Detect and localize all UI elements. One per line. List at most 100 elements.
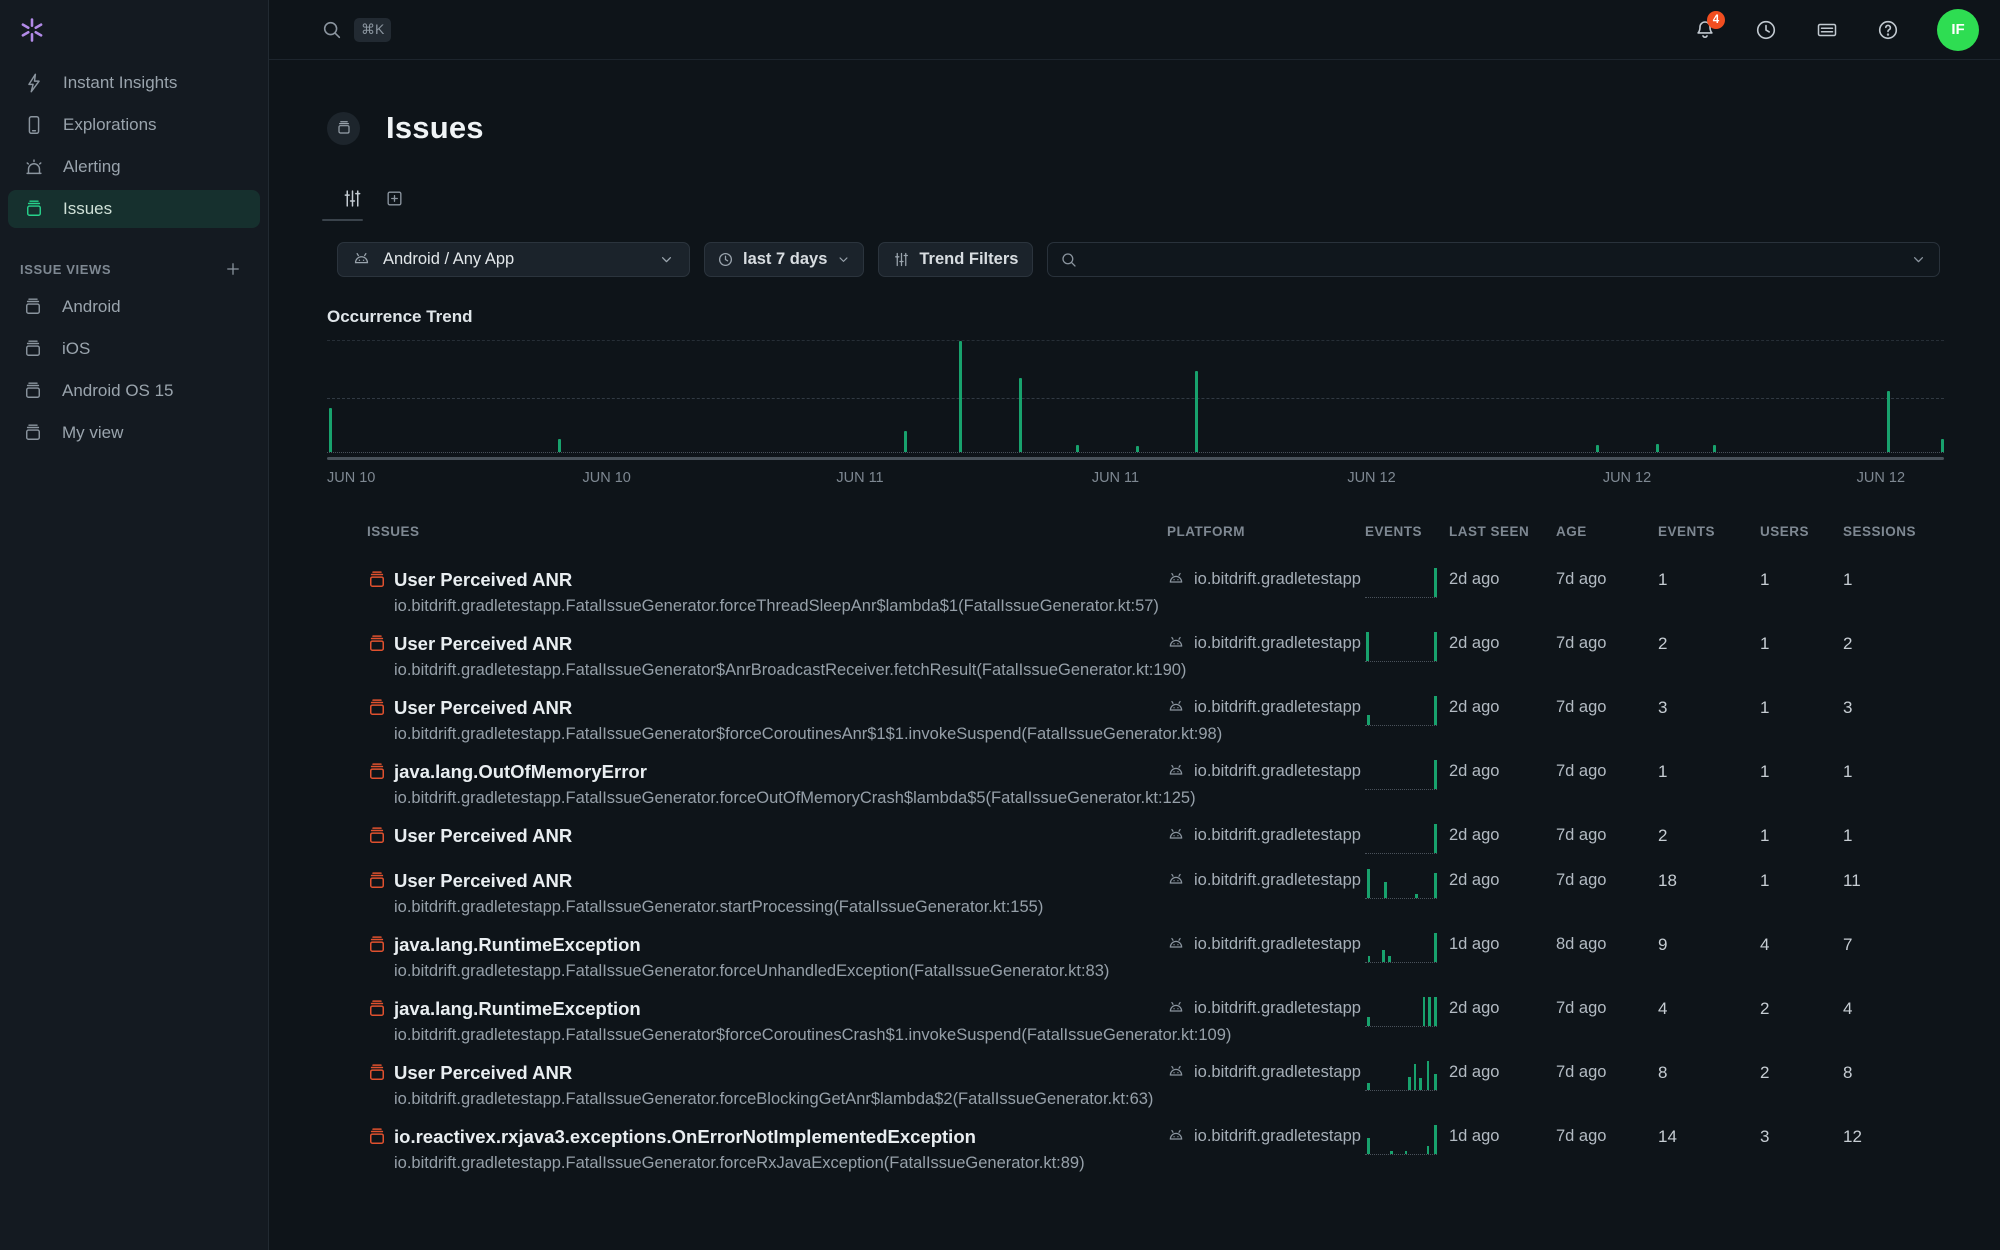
main-content: Issues Android / Any App (269, 60, 2000, 1250)
active-tab-indicator (322, 219, 363, 221)
logo-icon[interactable] (0, 0, 268, 44)
issue-view-my-view[interactable]: My view (8, 414, 260, 452)
android-icon (1167, 1063, 1185, 1081)
table-row[interactable]: User Perceived ANR io.bitdrift.gradletes… (361, 823, 1944, 854)
sidebar-item-label: Instant Insights (63, 73, 178, 92)
column-header: ISSUES (367, 524, 420, 539)
users-count: 1 (1760, 570, 1770, 589)
issue-view-android[interactable]: Android (8, 288, 260, 326)
topbar: ⌘K 4 IF (269, 0, 2000, 60)
table-row[interactable]: User Perceived ANR io.bitdrift.gradletes… (361, 631, 1944, 681)
x-tick-label: JUN 12 (1347, 470, 1396, 486)
sparkline-bar (1434, 933, 1437, 962)
sparkline-bar (1404, 1151, 1408, 1154)
last-seen-value: 1d ago (1449, 1127, 1500, 1145)
issue-view-android-os-15[interactable]: Android OS 15 (8, 372, 260, 410)
chart-bar (1195, 370, 1199, 452)
issue-subtitle: io.bitdrift.gradletestapp.FatalIssueGene… (394, 661, 1187, 679)
last-seen-value: 2d ago (1449, 570, 1500, 588)
android-icon (1167, 826, 1185, 844)
issue-text: User Perceived ANR io.bitdrift.gradletes… (394, 632, 1186, 681)
issue-title: User Perceived ANR (394, 825, 573, 846)
age-value: 7d ago (1556, 1063, 1607, 1081)
table-row[interactable]: java.lang.RuntimeException io.bitdrift.g… (361, 996, 1944, 1046)
platform-app-id: io.bitdrift.gradletestapp (1194, 570, 1361, 588)
android-icon (352, 250, 371, 269)
events-sparkline-cell (1365, 868, 1449, 918)
issue-cell: java.lang.RuntimeException io.bitdrift.g… (361, 996, 1231, 1046)
issue-box-icon (367, 698, 387, 718)
age-value: 7d ago (1556, 570, 1607, 588)
chart-title: Occurrence Trend (327, 307, 473, 326)
age-value: 7d ago (1556, 634, 1607, 652)
issue-view-ios[interactable]: iOS (8, 330, 260, 368)
trend-filters-button[interactable]: Trend Filters (878, 242, 1034, 277)
global-search-button[interactable]: ⌘K (321, 17, 392, 42)
age-value: 7d ago (1556, 999, 1607, 1017)
column-header: AGE (1556, 524, 1587, 539)
chart-bar (1075, 445, 1079, 452)
column-header: PLATFORM (1167, 524, 1245, 539)
sidebar-item-explorations[interactable]: Explorations (8, 106, 260, 144)
issue-text: User Perceived ANR io.bitdrift.gradletes… (394, 869, 1043, 918)
keyboard-shortcuts-button[interactable] (1815, 18, 1839, 42)
issue-title: java.lang.RuntimeException (394, 998, 641, 1019)
sliders-icon (893, 251, 910, 268)
platform-app-id: io.bitdrift.gradletestapp (1194, 698, 1361, 716)
events-sparkline-cell (1365, 823, 1449, 854)
last-seen-value: 2d ago (1449, 999, 1500, 1017)
sidebar: Instant Insights Explorations Alerting Issu… (0, 0, 269, 1250)
history-button[interactable] (1754, 18, 1778, 42)
table-row[interactable]: User Perceived ANR io.bitdrift.gradletes… (361, 868, 1944, 918)
table-row[interactable]: java.lang.RuntimeException io.bitdrift.g… (361, 932, 1944, 982)
issue-title: java.lang.RuntimeException (394, 934, 641, 955)
add-issue-view-button[interactable] (224, 260, 242, 278)
help-button[interactable] (1876, 18, 1900, 42)
table-row[interactable]: User Perceived ANR io.bitdrift.gradletes… (361, 695, 1944, 745)
platform-cell: io.bitdrift.gradletestapp (1167, 759, 1365, 809)
sidebar-item-issues[interactable]: Issues (8, 190, 260, 228)
issue-cell: java.lang.RuntimeException io.bitdrift.g… (361, 932, 1167, 982)
box-icon (23, 198, 45, 220)
events-sparkline (1365, 1061, 1437, 1091)
add-panel-icon[interactable] (385, 189, 404, 208)
issues-search-combobox[interactable] (1047, 242, 1940, 277)
table-row[interactable]: User Perceived ANR io.bitdrift.gradletes… (361, 1060, 1944, 1110)
chevron-down-icon (1910, 251, 1927, 268)
issue-box-icon (367, 1063, 387, 1083)
chart-bar (1940, 438, 1944, 452)
issue-box-icon (367, 826, 387, 846)
sidebar-item-alerting[interactable]: Alerting (8, 148, 260, 186)
users-count: 1 (1760, 634, 1770, 653)
box-icon (23, 339, 43, 359)
app-selector-dropdown[interactable]: Android / Any App (337, 242, 690, 277)
sidebar-item-instant-insights[interactable]: Instant Insights (8, 64, 260, 102)
events-count: 8 (1658, 1063, 1668, 1082)
sliders-icon[interactable] (342, 188, 363, 209)
issue-view-label: iOS (62, 339, 91, 358)
issue-cell: User Perceived ANR (361, 823, 1167, 854)
table-row[interactable]: User Perceived ANR io.bitdrift.gradletes… (361, 567, 1944, 617)
issue-title: User Perceived ANR (394, 697, 573, 718)
issues-search-input[interactable] (1088, 250, 1900, 269)
clock-icon (717, 251, 734, 268)
events-count: 1 (1658, 570, 1668, 589)
sidebar-item-label: Alerting (63, 157, 121, 176)
alarm-icon (23, 156, 45, 178)
user-avatar[interactable]: IF (1937, 8, 1979, 51)
platform-app-id: io.bitdrift.gradletestapp (1194, 826, 1361, 844)
x-tick-label: JUN 11 (836, 470, 884, 486)
table-row[interactable]: io.reactivex.rxjava3.exceptions.OnErrorN… (361, 1124, 1944, 1174)
time-range-dropdown[interactable]: last 7 days (704, 242, 865, 277)
users-count: 1 (1760, 826, 1770, 845)
android-icon (1167, 999, 1185, 1017)
events-sparkline (1365, 632, 1437, 662)
last-seen-value: 2d ago (1449, 1063, 1500, 1081)
table-row[interactable]: java.lang.OutOfMemoryError io.bitdrift.g… (361, 759, 1944, 809)
events-count: 18 (1658, 871, 1677, 890)
app-selector-value: Android / Any App (383, 250, 515, 268)
sparkline-bar (1415, 893, 1418, 898)
issues-table-header: ISSUES PLATFORM EVENTS LAST SEEN AGE EVENTS US… (361, 524, 1944, 539)
notifications-button[interactable]: 4 (1693, 10, 1725, 42)
